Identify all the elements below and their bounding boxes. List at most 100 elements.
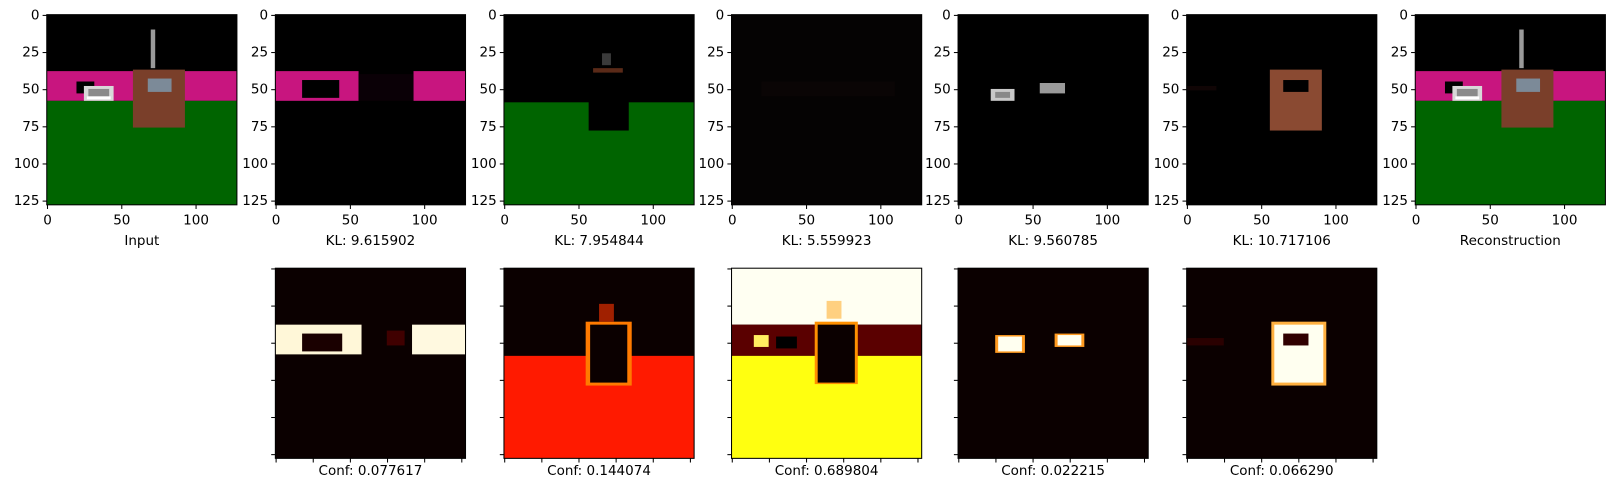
- image-region: [1516, 78, 1541, 92]
- image-region: [588, 69, 629, 131]
- panel-caption: Conf: 0.144074: [547, 463, 651, 479]
- image-region: [1269, 69, 1322, 131]
- y-tick-label: 50: [1162, 82, 1179, 98]
- axes-frame: [1186, 267, 1378, 459]
- image-region: [1519, 29, 1524, 69]
- y-tick-label: 25: [934, 45, 951, 61]
- image-region: [1283, 333, 1309, 346]
- y-tick-label: 75: [1391, 119, 1408, 135]
- y-tick-label: 125: [471, 193, 497, 209]
- y-tick-label: 100: [14, 156, 40, 172]
- axes-frame: [1186, 14, 1378, 206]
- image-region: [817, 324, 855, 383]
- panel-caption: Conf: 0.066290: [1230, 463, 1334, 479]
- x-tick-label: 100: [868, 212, 894, 228]
- x-tick-label: 100: [1094, 212, 1120, 228]
- image-region: [776, 336, 797, 349]
- y-tick-label: 100: [925, 156, 951, 172]
- y-tick-label: 25: [22, 45, 39, 61]
- image-region: [1456, 88, 1478, 97]
- image-region: [132, 69, 185, 128]
- image-region: [302, 80, 340, 98]
- y-tick-label: 0: [1399, 7, 1408, 23]
- x-tick-label: 0: [1412, 212, 1421, 228]
- panel-caption: KL: 7.954844: [554, 233, 644, 249]
- x-tick-label: 0: [954, 212, 963, 228]
- y-tick-label: 125: [14, 193, 40, 209]
- image-region: [358, 74, 414, 101]
- x-tick-label: 50: [1024, 212, 1041, 228]
- y-tick-label: 75: [934, 119, 951, 135]
- y-tick-label: 0: [716, 7, 725, 23]
- y-tick-label: 0: [1171, 7, 1180, 23]
- image-region: [88, 88, 110, 97]
- image-region: [1283, 80, 1309, 92]
- image-region: [602, 53, 611, 66]
- x-tick-label: 50: [1253, 212, 1270, 228]
- image-region: [998, 336, 1022, 352]
- image-region: [593, 68, 623, 73]
- image-region: [753, 335, 769, 347]
- image-region: [412, 324, 466, 355]
- y-tick-label: 0: [31, 7, 40, 23]
- axes-frame: [274, 14, 467, 206]
- image-region: [1501, 69, 1554, 128]
- x-tick-label: 0: [43, 212, 52, 228]
- image-panel: [499, 267, 695, 463]
- image-panel: [727, 267, 923, 463]
- image-background: [958, 14, 1149, 205]
- image-panel: [271, 267, 467, 463]
- axes-frame: [957, 14, 1149, 206]
- axes-frame: [1414, 14, 1606, 206]
- image-region: [150, 29, 156, 69]
- y-tick-label: 100: [1154, 156, 1180, 172]
- axes-frame: [731, 267, 923, 459]
- y-tick-label: 100: [242, 156, 268, 172]
- y-tick-label: 75: [480, 119, 497, 135]
- x-tick-label: 50: [342, 212, 359, 228]
- panel-caption: KL: 5.559923: [782, 233, 872, 249]
- y-tick-label: 25: [1162, 45, 1179, 61]
- y-tick-label: 75: [22, 119, 39, 135]
- y-tick-label: 125: [925, 193, 951, 209]
- panel-caption: Conf: 0.689804: [775, 463, 879, 479]
- image-background: [958, 268, 1149, 459]
- x-tick-label: 0: [728, 212, 737, 228]
- x-tick-label: 50: [570, 212, 587, 228]
- image-region: [147, 78, 172, 92]
- x-tick-label: 50: [798, 212, 815, 228]
- y-tick-label: 100: [471, 156, 497, 172]
- image-region: [386, 330, 405, 346]
- y-tick-label: 0: [942, 7, 951, 23]
- image-background: [731, 14, 922, 205]
- axes-frame: [957, 267, 1149, 459]
- y-tick-label: 50: [707, 82, 724, 98]
- axes-frame: [731, 14, 923, 206]
- x-tick-label: 100: [1323, 212, 1349, 228]
- y-tick-label: 125: [698, 193, 724, 209]
- y-tick-label: 25: [707, 45, 724, 61]
- x-tick-label: 100: [412, 212, 438, 228]
- y-tick-label: 125: [242, 193, 268, 209]
- image-region: [1455, 96, 1480, 100]
- y-tick-label: 50: [251, 82, 268, 98]
- y-tick-label: 100: [1382, 156, 1408, 172]
- axes-frame: [503, 267, 695, 459]
- image-region: [826, 300, 842, 319]
- panel-caption: KL: 9.615902: [326, 233, 416, 249]
- y-tick-label: 125: [1154, 193, 1180, 209]
- y-tick-label: 0: [488, 7, 497, 23]
- y-tick-label: 125: [1382, 193, 1408, 209]
- image-region: [1057, 335, 1082, 346]
- x-tick-label: 50: [113, 212, 130, 228]
- image-region: [1186, 338, 1224, 346]
- image-background: [275, 14, 466, 205]
- y-tick-label: 0: [259, 7, 268, 23]
- panel-caption: Input: [124, 233, 159, 249]
- y-tick-label: 75: [251, 119, 268, 135]
- image-region: [86, 96, 111, 100]
- y-tick-label: 50: [934, 82, 951, 98]
